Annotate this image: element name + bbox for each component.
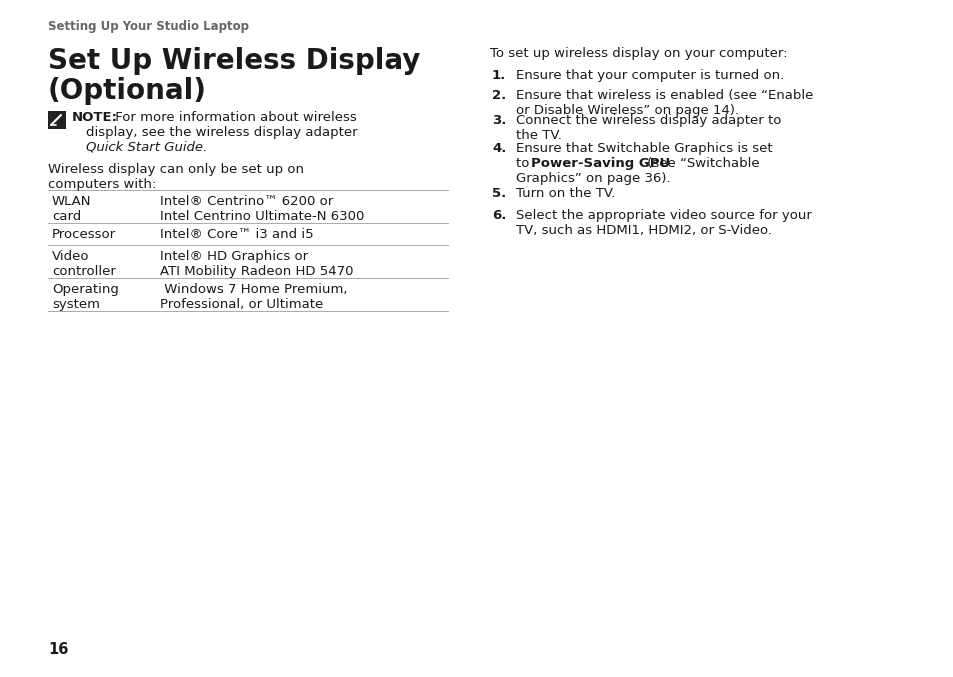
Text: to: to bbox=[516, 157, 533, 170]
Text: 4.: 4. bbox=[492, 142, 506, 155]
FancyBboxPatch shape bbox=[48, 111, 66, 129]
Text: display, see the wireless display adapter: display, see the wireless display adapte… bbox=[86, 126, 357, 139]
Text: To set up wireless display on your computer:: To set up wireless display on your compu… bbox=[490, 47, 786, 60]
Text: (see “Switchable: (see “Switchable bbox=[642, 157, 759, 170]
Text: Ensure that wireless is enabled (see “Enable: Ensure that wireless is enabled (see “En… bbox=[516, 89, 813, 102]
Text: Intel® Core™ i3 and i5: Intel® Core™ i3 and i5 bbox=[160, 228, 314, 241]
Text: Quick Start Guide.: Quick Start Guide. bbox=[86, 141, 207, 154]
Text: Operating
system: Operating system bbox=[52, 283, 119, 311]
Text: (Optional): (Optional) bbox=[48, 77, 207, 105]
Text: Intel® Centrino™ 6200 or
Intel Centrino Ultimate-N 6300: Intel® Centrino™ 6200 or Intel Centrino … bbox=[160, 195, 364, 223]
Text: Windows 7 Home Premium,
Professional, or Ultimate: Windows 7 Home Premium, Professional, or… bbox=[160, 283, 347, 311]
Text: Intel® HD Graphics or
ATI Mobility Radeon HD 5470: Intel® HD Graphics or ATI Mobility Radeo… bbox=[160, 250, 354, 278]
Text: 1.: 1. bbox=[492, 69, 506, 82]
Text: For more information about wireless: For more information about wireless bbox=[111, 111, 356, 124]
Text: 5.: 5. bbox=[492, 187, 506, 200]
Text: Turn on the TV.: Turn on the TV. bbox=[516, 187, 615, 200]
Text: Processor: Processor bbox=[52, 228, 116, 241]
Text: 2.: 2. bbox=[492, 89, 506, 102]
Text: TV, such as HDMI1, HDMI2, or S-Video.: TV, such as HDMI1, HDMI2, or S-Video. bbox=[516, 224, 771, 237]
Text: 6.: 6. bbox=[492, 209, 506, 222]
Text: or Disable Wireless” on page 14).: or Disable Wireless” on page 14). bbox=[516, 104, 739, 117]
Text: Setting Up Your Studio Laptop: Setting Up Your Studio Laptop bbox=[48, 20, 249, 33]
Text: Power-Saving GPU: Power-Saving GPU bbox=[531, 157, 670, 170]
Text: Wireless display can only be set up on: Wireless display can only be set up on bbox=[48, 163, 304, 176]
Text: WLAN
card: WLAN card bbox=[52, 195, 91, 223]
Text: 16: 16 bbox=[48, 642, 69, 657]
Text: the TV.: the TV. bbox=[516, 129, 561, 142]
Text: Video
controller: Video controller bbox=[52, 250, 115, 278]
Text: NOTE:: NOTE: bbox=[71, 111, 118, 124]
Text: Connect the wireless display adapter to: Connect the wireless display adapter to bbox=[516, 114, 781, 127]
Text: Select the appropriate video source for your: Select the appropriate video source for … bbox=[516, 209, 811, 222]
Text: Set Up Wireless Display: Set Up Wireless Display bbox=[48, 47, 420, 75]
Text: computers with:: computers with: bbox=[48, 178, 156, 191]
Text: Ensure that Switchable Graphics is set: Ensure that Switchable Graphics is set bbox=[516, 142, 772, 155]
Text: Graphics” on page 36).: Graphics” on page 36). bbox=[516, 172, 670, 185]
Text: 3.: 3. bbox=[492, 114, 506, 127]
Text: Ensure that your computer is turned on.: Ensure that your computer is turned on. bbox=[516, 69, 783, 82]
